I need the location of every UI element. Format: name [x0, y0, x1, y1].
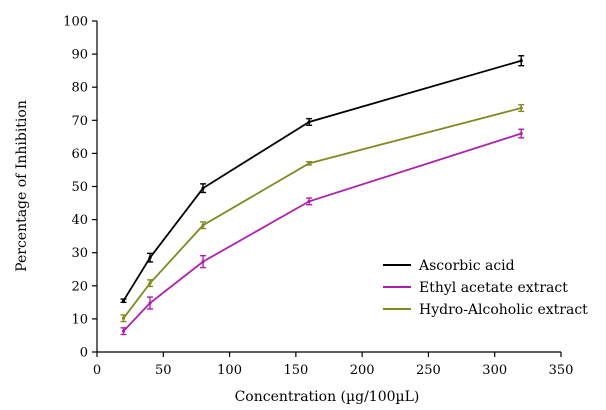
- y-tick-label: 50: [71, 180, 88, 195]
- series-1: [120, 128, 525, 336]
- x-tick-label: 100: [217, 363, 242, 378]
- y-tick-label: 0: [80, 346, 88, 361]
- x-tick-label: 200: [350, 363, 375, 378]
- data-point: [121, 299, 126, 303]
- data-point: [519, 106, 523, 110]
- data-point: [121, 316, 126, 320]
- y-tick-label: 70: [71, 114, 88, 129]
- plot-area: [120, 55, 525, 336]
- y-tick-label: 60: [71, 147, 88, 162]
- data-point: [307, 120, 311, 124]
- y-tick-label: 20: [71, 279, 88, 294]
- data-point: [201, 260, 205, 264]
- y-axis-title: Percentage of Inhibition: [14, 100, 30, 272]
- data-point: [307, 161, 311, 165]
- legend-label: Ascorbic acid: [418, 258, 515, 274]
- data-point: [519, 59, 523, 63]
- y-tick-label: 80: [71, 81, 88, 96]
- y-tick-label: 100: [63, 15, 88, 30]
- data-point: [201, 186, 205, 190]
- series-2: [120, 104, 525, 323]
- data-point: [121, 329, 126, 333]
- x-tick-label: 250: [416, 363, 441, 378]
- x-axis-title: Concentration (µg/100µL): [235, 389, 420, 405]
- x-tick-label: 0: [93, 363, 101, 378]
- legend-label: Ethyl acetate extract: [419, 280, 568, 296]
- data-point: [519, 131, 523, 136]
- x-tick-label: 50: [155, 363, 172, 378]
- x-tick-label: 350: [549, 363, 574, 378]
- data-point: [148, 301, 152, 305]
- legend: Ascorbic acid Ethyl acetate extract Hydro-…: [383, 258, 588, 318]
- y-axis-ticks: 0 10 20 30 40 50 60 70 80 90 100: [63, 15, 97, 361]
- y-tick-label: 30: [71, 246, 88, 261]
- data-point: [307, 199, 311, 203]
- y-tick-label: 10: [71, 312, 88, 327]
- data-point: [201, 223, 205, 227]
- legend-item: Hydro-Alcoholic extract: [383, 302, 588, 318]
- y-tick-label: 90: [71, 48, 88, 63]
- series-0: [120, 55, 525, 304]
- x-axis-ticks: 0 50 100 150 200 250 300 350: [93, 352, 574, 378]
- x-tick-label: 150: [283, 363, 308, 378]
- legend-item: Ethyl acetate extract: [383, 280, 568, 296]
- data-point: [148, 256, 152, 260]
- data-point: [148, 281, 152, 285]
- legend-label: Hydro-Alcoholic extract: [419, 302, 588, 318]
- x-tick-label: 300: [482, 363, 507, 378]
- legend-item: Ascorbic acid: [383, 258, 515, 274]
- y-tick-label: 40: [71, 213, 88, 228]
